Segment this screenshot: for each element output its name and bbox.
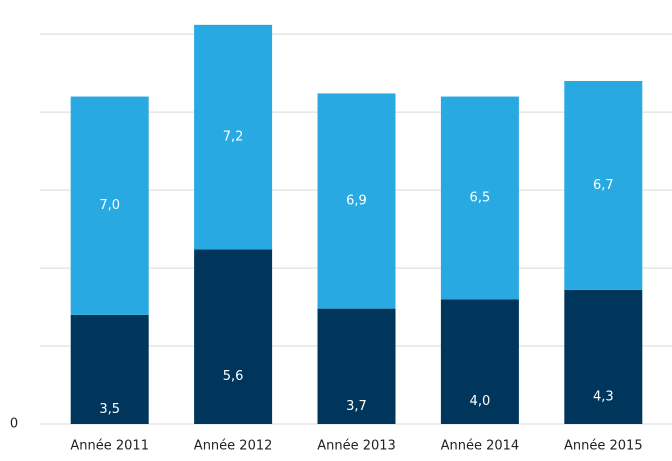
x-tick-label: Année 2015 — [564, 439, 643, 454]
data-label: 7,0 — [99, 198, 120, 213]
data-label: 6,5 — [470, 190, 491, 205]
x-tick-label: Année 2012 — [194, 439, 273, 454]
y-tick-label: 0 — [10, 417, 18, 432]
data-label: 3,5 — [99, 402, 120, 417]
data-label: 6,9 — [346, 194, 367, 209]
bar-segment — [564, 289, 643, 424]
x-tick-label: Année 2011 — [70, 439, 149, 454]
bar-segment — [194, 24, 273, 250]
bar-segment — [317, 308, 396, 424]
bar-segment — [440, 299, 519, 424]
data-label: 4,3 — [593, 389, 614, 404]
bar-segment — [440, 96, 519, 300]
data-label: 4,0 — [470, 394, 491, 409]
x-tick-label: Année 2013 — [317, 439, 396, 454]
bar-segment — [317, 93, 396, 309]
bar-segment — [194, 249, 273, 424]
data-label: 3,7 — [346, 399, 367, 414]
bar-segment — [564, 80, 643, 290]
x-tick-label: Année 2014 — [441, 439, 520, 454]
data-label: 6,7 — [593, 178, 614, 193]
bar-segment — [70, 96, 149, 315]
bar-segment — [70, 314, 149, 424]
data-label: 5,6 — [223, 369, 244, 384]
data-label: 7,2 — [223, 130, 244, 145]
